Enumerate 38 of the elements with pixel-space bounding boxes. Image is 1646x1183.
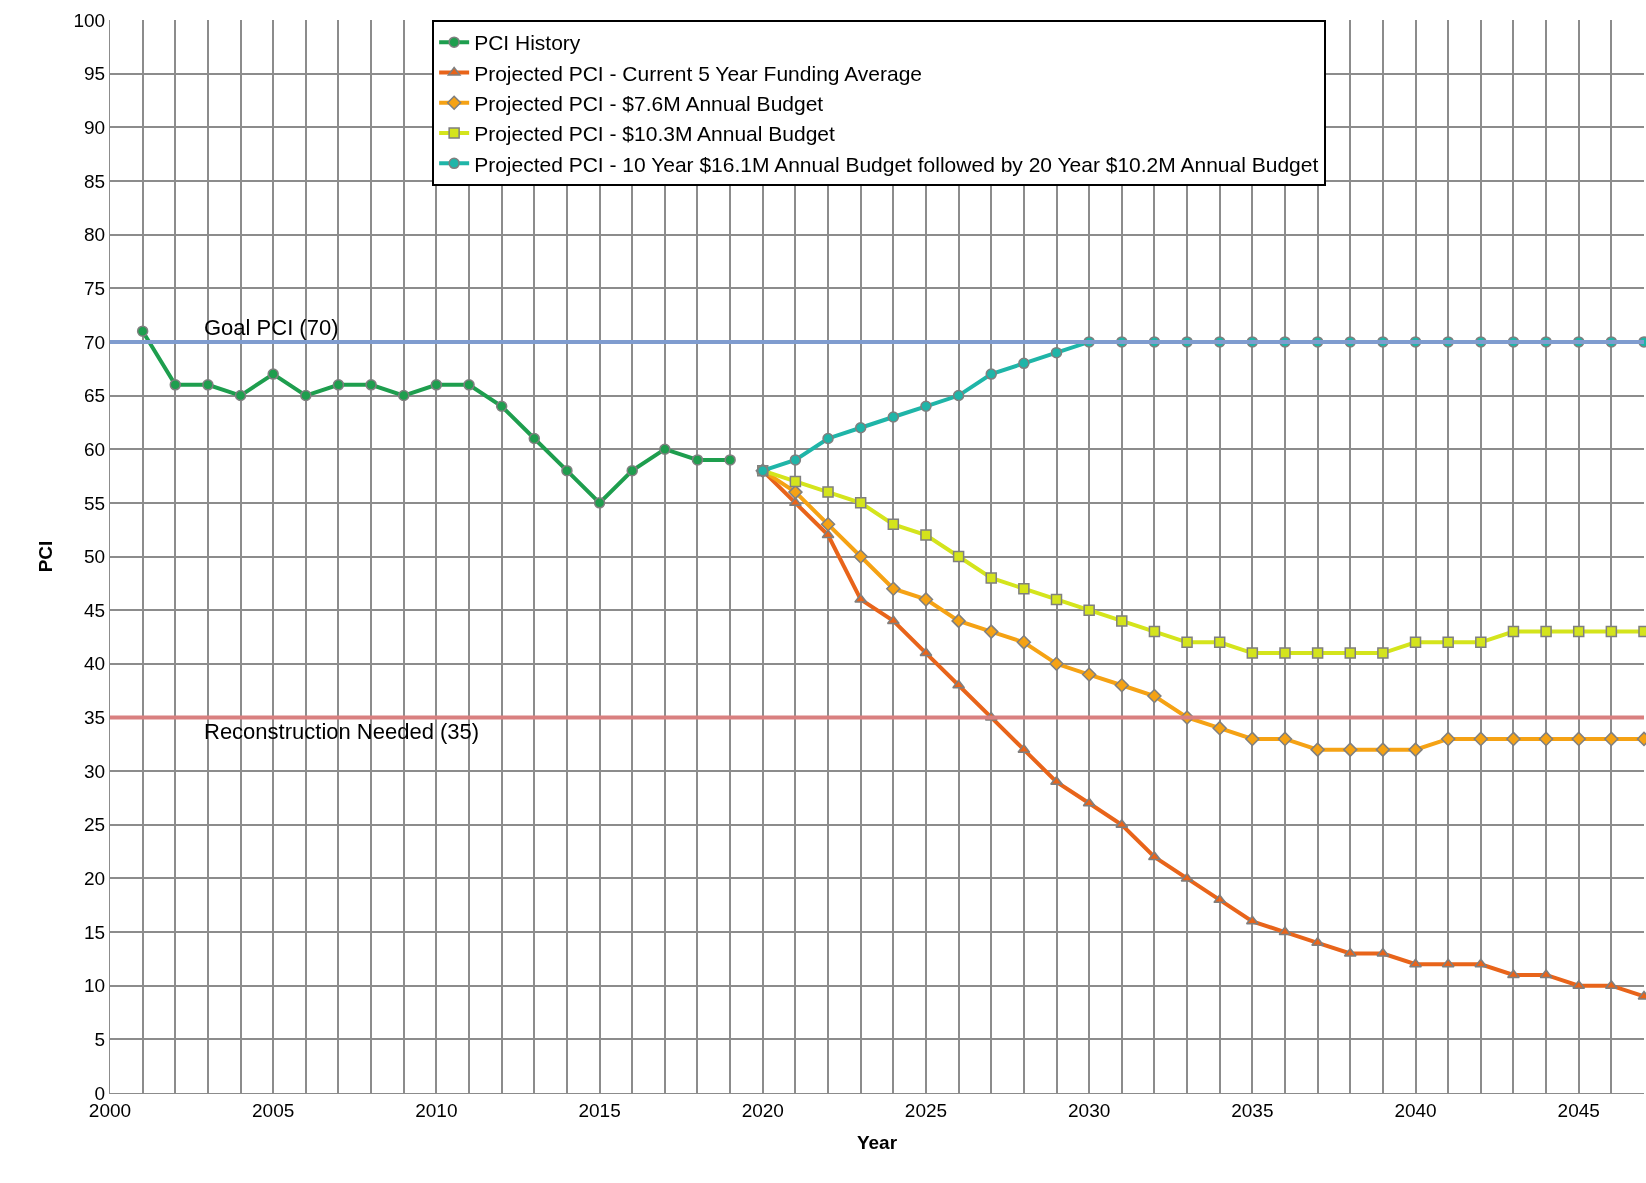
y-tick-label: 80 bbox=[84, 224, 106, 246]
x-tick-label: 2035 bbox=[1231, 1099, 1274, 1121]
y-tick-label: 75 bbox=[84, 277, 106, 299]
ref-line-label: Goal PCI (70) bbox=[204, 315, 339, 340]
y-axis-title: PCI bbox=[35, 540, 57, 573]
x-tick-label: 2040 bbox=[1394, 1099, 1437, 1121]
x-tick-label: 2025 bbox=[904, 1099, 948, 1121]
y-tick-label: 15 bbox=[84, 921, 106, 943]
y-tick-label: 90 bbox=[84, 116, 106, 138]
legend-label: PCI History bbox=[474, 31, 581, 55]
y-tick-label: 30 bbox=[84, 760, 106, 782]
y-tick-label: 65 bbox=[84, 385, 106, 407]
y-tick-label: 40 bbox=[84, 653, 106, 675]
x-tick-label: 2010 bbox=[415, 1099, 458, 1121]
y-tick-label: 85 bbox=[84, 170, 106, 192]
y-tick-label: 35 bbox=[84, 707, 106, 729]
legend-label: Projected PCI - Current 5 Year Funding Average bbox=[474, 61, 923, 85]
y-tick-label: 45 bbox=[84, 599, 106, 621]
x-axis-title: Year bbox=[856, 1131, 898, 1153]
ref-line-label: Reconstruction Needed (35) bbox=[204, 719, 480, 744]
y-tick-label: 20 bbox=[84, 868, 106, 890]
y-tick-label: 70 bbox=[84, 331, 106, 353]
y-tick-label: 60 bbox=[84, 438, 106, 460]
x-tick-label: 2030 bbox=[1068, 1099, 1111, 1121]
y-tick-label: 55 bbox=[84, 492, 106, 514]
y-tick-label: 50 bbox=[84, 546, 106, 568]
legend-label: Projected PCI - 10 Year $16.1M Annual Budget followed by 20 Year $10.2M Annual Budget bbox=[474, 152, 1319, 176]
y-tick-label: 25 bbox=[84, 814, 106, 836]
y-tick-label: 100 bbox=[73, 9, 106, 31]
legend-label: Projected PCI - $10.3M Annual Budget bbox=[474, 122, 836, 146]
x-tick-label: 2020 bbox=[741, 1099, 784, 1121]
y-tick-label: 95 bbox=[84, 63, 106, 85]
y-tick-label: 5 bbox=[94, 1029, 106, 1050]
x-tick-label: 2045 bbox=[1557, 1099, 1600, 1121]
y-tick-label: 10 bbox=[84, 975, 106, 997]
legend-label: Projected PCI - $7.6M Annual Budget bbox=[474, 91, 824, 115]
x-tick-label: 2015 bbox=[578, 1099, 621, 1121]
x-tick-label: 2005 bbox=[252, 1099, 295, 1121]
